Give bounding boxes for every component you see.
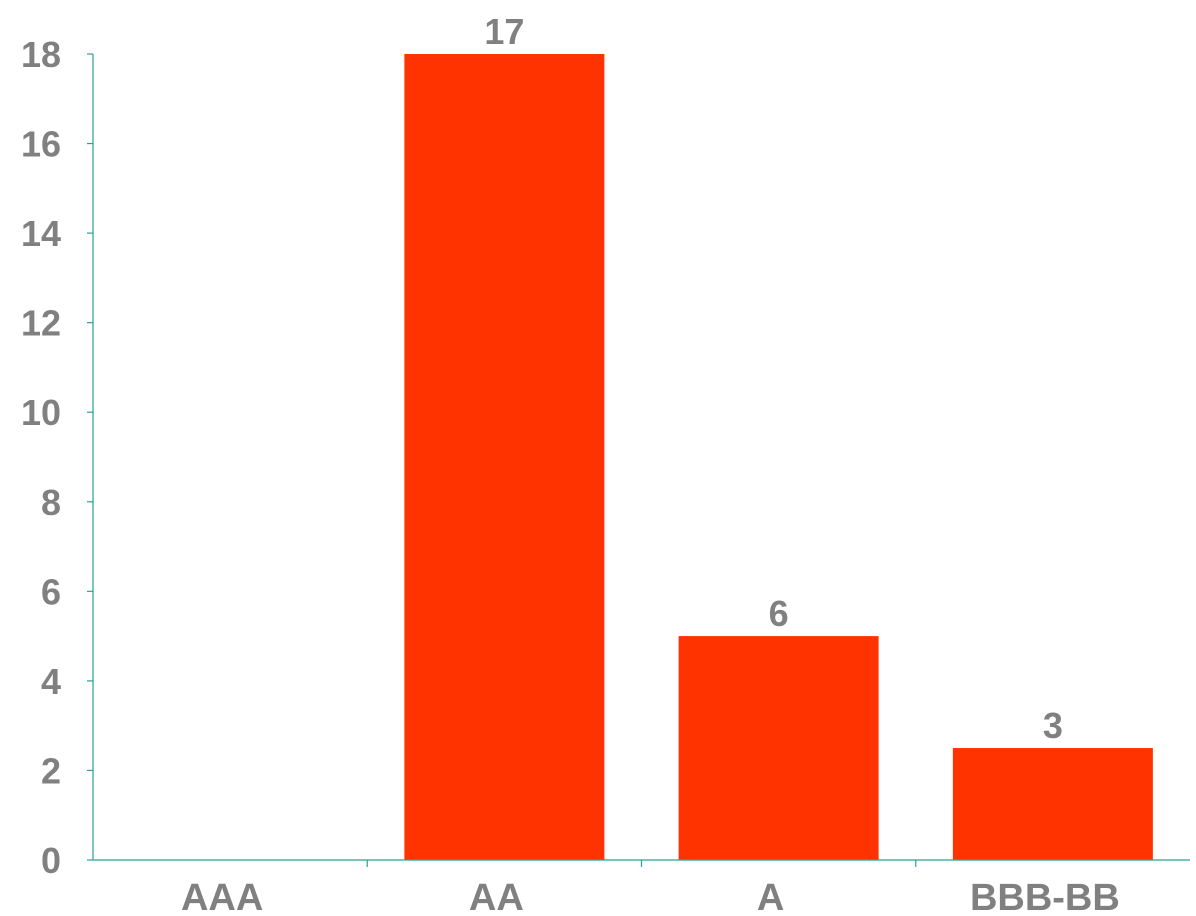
- data-label: 3: [1043, 705, 1063, 746]
- x-axis-ticks: AAA AA A BBB-BB: [181, 860, 1120, 916]
- y-tick-label: 4: [41, 661, 61, 702]
- x-tick-label: BBB-BB: [970, 877, 1120, 916]
- data-label: 17: [484, 11, 524, 52]
- y-tick-label: 10: [21, 392, 61, 433]
- y-axis-ticks: 0 2 4 6 8 10 12 14 16 18: [21, 34, 93, 881]
- y-tick-label: 14: [21, 213, 61, 254]
- bars: [404, 54, 1153, 860]
- y-tick-label: 12: [21, 303, 61, 344]
- bar: [952, 748, 1153, 860]
- y-tick-label: 18: [21, 34, 61, 75]
- x-tick-label: A: [757, 877, 784, 916]
- y-tick-label: 0: [41, 840, 61, 881]
- data-label: 6: [769, 593, 789, 634]
- y-tick-label: 16: [21, 124, 61, 165]
- bar: [404, 54, 605, 860]
- y-tick-label: 8: [41, 482, 61, 523]
- y-tick-label: 6: [41, 571, 61, 612]
- y-tick-label: 2: [41, 750, 61, 791]
- x-tick-label: AA: [469, 877, 524, 916]
- x-tick-label: AAA: [181, 877, 263, 916]
- bar: [678, 636, 879, 860]
